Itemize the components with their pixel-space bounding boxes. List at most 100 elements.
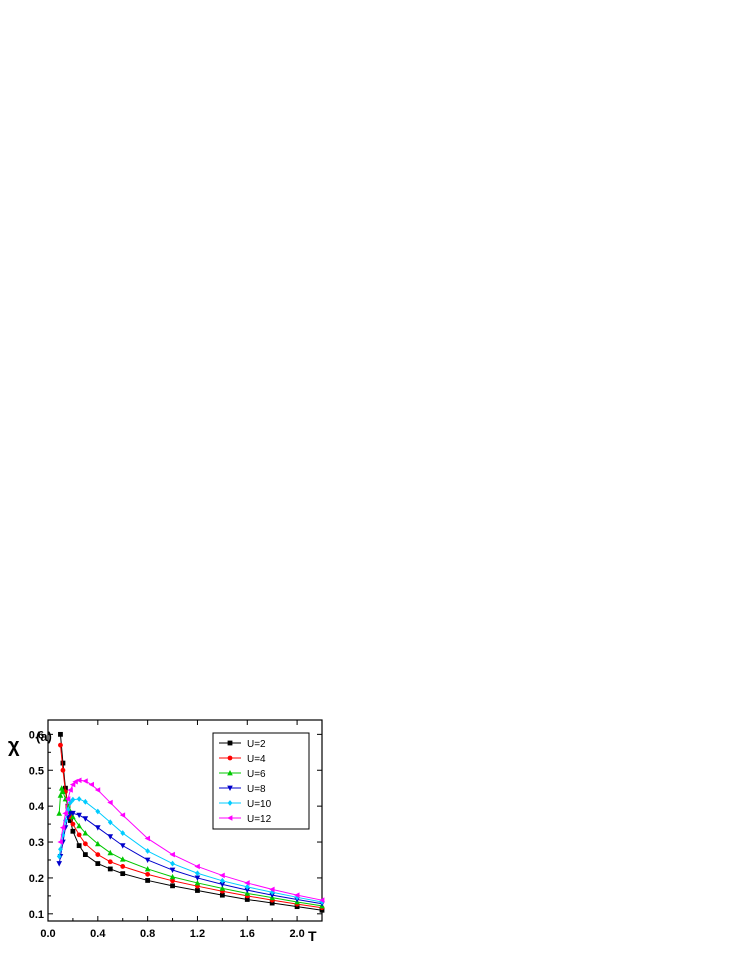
data-point xyxy=(120,864,126,869)
data-point xyxy=(145,871,151,877)
y-tick-label-1: 0.2 xyxy=(29,873,44,885)
data-point xyxy=(169,867,176,874)
legend-marker-5 xyxy=(227,815,233,821)
data-point xyxy=(60,767,66,773)
data-point xyxy=(170,878,175,884)
x-tick-label-0: 0.0 xyxy=(40,928,55,940)
data-point xyxy=(244,887,251,894)
data-point xyxy=(68,818,73,823)
data-point xyxy=(219,885,226,891)
y-tick-label-4: 0.5 xyxy=(29,765,44,777)
plot-frame xyxy=(47,719,323,922)
data-point xyxy=(319,897,325,903)
data-point xyxy=(59,824,66,831)
legend-label-2: U=6 xyxy=(247,769,266,780)
data-point xyxy=(119,812,126,818)
data-point xyxy=(219,872,225,879)
data-point xyxy=(119,843,126,849)
legend-label-5: U=12 xyxy=(247,814,272,825)
data-point xyxy=(76,812,82,819)
data-point xyxy=(194,863,200,870)
legend-marker-2 xyxy=(227,770,233,776)
data-point xyxy=(70,821,76,827)
data-point xyxy=(58,731,63,737)
data-point xyxy=(145,848,151,854)
data-point xyxy=(144,857,151,863)
legend-marker-4 xyxy=(227,800,233,806)
data-point xyxy=(57,792,64,798)
data-point xyxy=(58,846,63,853)
series-U-10 xyxy=(56,796,325,905)
data-point xyxy=(219,892,225,898)
data-point xyxy=(62,810,68,817)
legend-label-1: U=4 xyxy=(247,754,266,765)
legend-label-0: U=2 xyxy=(247,739,266,750)
data-point xyxy=(194,879,201,886)
data-point xyxy=(244,880,250,886)
legend-box xyxy=(212,732,310,830)
data-point xyxy=(70,810,76,817)
data-point xyxy=(120,871,126,877)
x-axis-title: T xyxy=(308,928,317,944)
series-U-12 xyxy=(57,777,325,903)
plot-layer: 0.0 0.4 0.8 1.2 1.6 2.00.10.20.30.40.50.6U=2U… xyxy=(29,719,325,940)
data-point xyxy=(82,798,88,805)
x-tick-label-2: 0.8 xyxy=(140,928,155,940)
data-point xyxy=(107,799,113,806)
data-point xyxy=(82,830,89,836)
data-point xyxy=(244,884,250,890)
data-point xyxy=(76,822,82,829)
data-point xyxy=(107,834,114,840)
legend-label-3: U=8 xyxy=(247,784,266,795)
data-point xyxy=(70,828,76,834)
data-point xyxy=(294,904,300,910)
y-tick-label-2: 0.3 xyxy=(29,837,44,849)
data-point xyxy=(76,843,82,849)
data-point xyxy=(88,781,94,788)
data-point xyxy=(60,760,66,766)
data-point xyxy=(70,796,76,803)
x-tick-label-5: 2.0 xyxy=(289,928,304,940)
data-point xyxy=(319,907,325,913)
y-tick-label-5: 0.6 xyxy=(29,729,44,741)
data-point xyxy=(169,873,176,880)
data-point xyxy=(269,886,275,893)
data-point xyxy=(58,742,63,748)
data-point xyxy=(95,840,101,847)
data-point xyxy=(170,860,175,867)
data-point xyxy=(70,813,76,820)
data-point xyxy=(107,866,113,872)
data-point xyxy=(56,810,63,816)
data-point xyxy=(269,900,275,906)
data-point xyxy=(145,878,151,883)
data-point xyxy=(294,892,300,898)
data-point xyxy=(82,816,89,822)
data-point xyxy=(76,796,82,802)
data-point xyxy=(107,819,113,826)
data-point xyxy=(60,788,66,795)
legend-marker-1 xyxy=(227,755,233,761)
data-point xyxy=(56,853,62,860)
y-axis-title: χ xyxy=(8,735,20,757)
data-point xyxy=(194,875,201,881)
legend-marker-0 xyxy=(227,740,233,746)
data-point xyxy=(144,865,151,872)
data-point xyxy=(195,870,200,877)
data-point xyxy=(82,841,88,847)
data-point xyxy=(69,781,76,788)
data-point xyxy=(56,861,63,867)
data-point xyxy=(94,787,101,793)
legend-label-4: U=10 xyxy=(247,799,272,810)
data-point xyxy=(82,852,88,857)
data-point xyxy=(64,796,71,802)
data-point xyxy=(95,861,101,866)
data-point xyxy=(170,883,175,889)
data-point xyxy=(144,835,151,842)
data-point xyxy=(169,851,175,858)
data-point xyxy=(107,859,113,865)
data-point xyxy=(195,888,200,893)
data-point xyxy=(319,899,325,905)
data-point xyxy=(95,808,101,815)
panel-label: (a) xyxy=(36,729,52,744)
